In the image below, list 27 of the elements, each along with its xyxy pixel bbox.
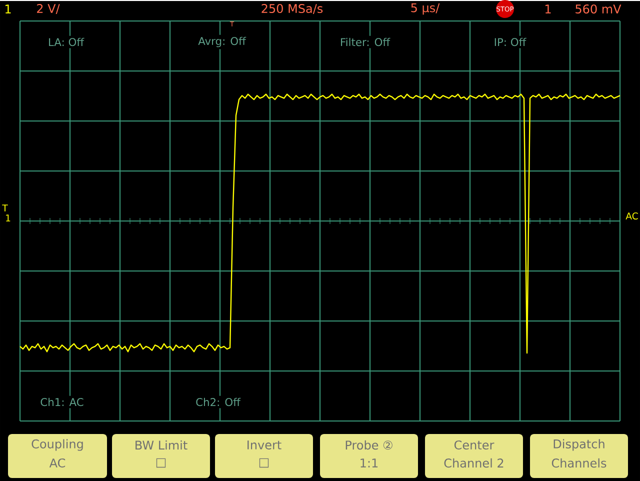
text: Avrg: Off — [198, 36, 246, 48]
text: Invert — [248, 440, 282, 450]
text: LA: Off — [49, 38, 84, 46]
text: Coupling — [32, 439, 83, 451]
text: 1 — [6, 4, 11, 14]
text: Center — [454, 440, 494, 450]
text: IP: Off — [494, 38, 526, 46]
text: Ch1: AC — [40, 398, 84, 406]
text: □ — [156, 458, 166, 468]
text: 1 — [6, 214, 10, 222]
text: Ch2: Off — [196, 398, 241, 406]
text: BW Limit — [136, 440, 188, 450]
text: Dispatch — [554, 439, 604, 451]
text: Filter: Off — [341, 38, 390, 46]
text: Probe ② — [346, 440, 392, 450]
text: □ — [259, 458, 269, 468]
text: 250 MSa/s — [262, 4, 323, 14]
text: AC — [626, 212, 638, 220]
text: 560 mV — [576, 4, 622, 14]
text: Channels — [552, 458, 606, 468]
text: T — [2, 204, 8, 212]
text: AC — [49, 458, 66, 468]
text: 2 V/ — [37, 4, 60, 14]
text: 5 µs/ — [411, 3, 440, 15]
text: 1 — [546, 4, 551, 14]
text: 1:1 — [360, 458, 378, 468]
text: Channel 2 — [444, 458, 504, 468]
